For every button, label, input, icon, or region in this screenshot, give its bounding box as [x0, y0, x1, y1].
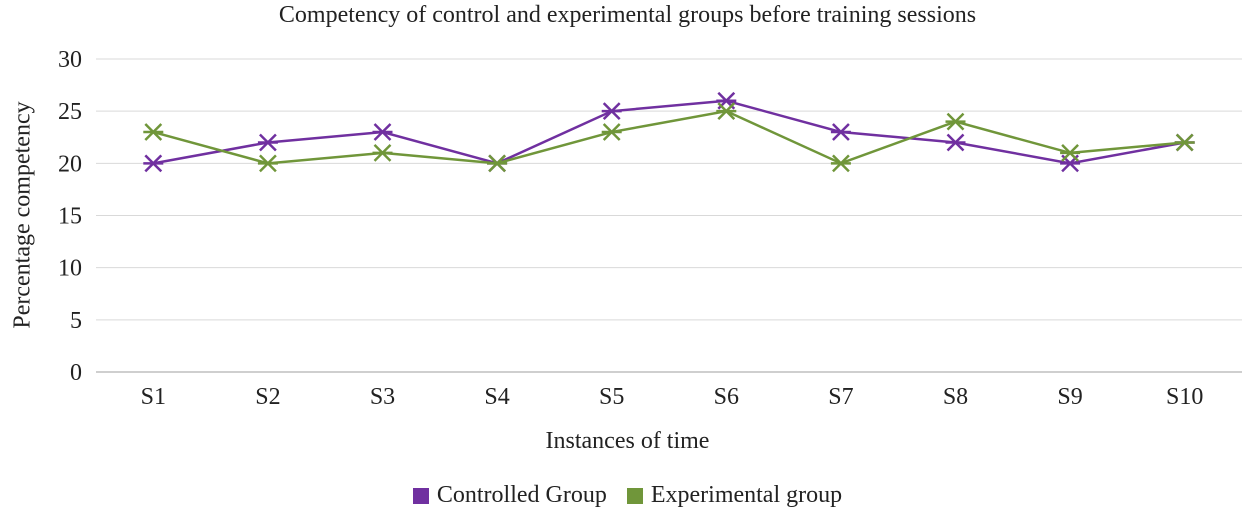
x-tick-label: S9	[1057, 384, 1082, 410]
legend-swatch-experimental	[626, 487, 643, 504]
series-lines	[143, 91, 1195, 173]
y-axis-label: Percentage competency	[9, 101, 36, 329]
x-tick-label: S2	[255, 384, 280, 410]
data-point	[143, 154, 164, 173]
y-tick-label: 20	[58, 151, 82, 177]
y-tick-label: 30	[58, 47, 82, 73]
legend-item-experimental: Experimental group	[626, 482, 843, 509]
y-tick-label: 10	[58, 256, 82, 282]
data-point	[372, 144, 393, 162]
x-tick-label: S3	[370, 384, 395, 410]
series-line	[153, 99, 1185, 165]
series-1	[143, 102, 1195, 173]
y-tick-label: 15	[58, 204, 82, 230]
legend-item-controlled: Controlled Group	[412, 482, 607, 509]
data-point	[257, 154, 278, 173]
data-point	[830, 154, 851, 173]
series-line	[152, 109, 1185, 165]
data-point	[257, 133, 278, 152]
y-tick-label: 25	[58, 99, 82, 125]
chart-title: Competency of control and experimental g…	[278, 2, 977, 28]
data-point	[1174, 133, 1195, 152]
y-tick-label: 5	[70, 308, 82, 334]
legend-swatch-controlled	[412, 487, 429, 504]
x-tick-label: S1	[141, 384, 166, 410]
x-tick-label: S10	[1166, 384, 1203, 410]
gridlines	[96, 58, 1242, 321]
data-point	[716, 91, 737, 110]
x-tick-label: S7	[828, 384, 853, 410]
legend-label-controlled: Controlled Group	[436, 482, 607, 508]
data-point	[143, 123, 164, 141]
x-tick-labels: S1 S2 S3 S4 S5 S6 S7 S8 S9 S10	[141, 384, 1204, 410]
data-point	[945, 112, 966, 131]
x-tick-label: S6	[714, 384, 739, 410]
data-point	[601, 102, 622, 121]
data-point	[945, 133, 966, 152]
x-tick-label: S5	[599, 384, 624, 410]
data-point	[601, 123, 622, 141]
legend: Controlled Group Experimental group	[0, 482, 1255, 509]
data-point	[487, 154, 508, 173]
x-axis-label: Instances of time	[545, 428, 710, 454]
y-tick-labels: 0 5 10 15 20 25 30	[58, 47, 82, 386]
data-point	[1060, 144, 1081, 162]
y-tick-label: 0	[70, 360, 82, 386]
x-tick-label: S8	[943, 384, 968, 410]
legend-label-experimental: Experimental group	[650, 482, 843, 508]
x-tick-label: S4	[484, 384, 509, 410]
data-point	[830, 123, 851, 141]
data-point	[372, 123, 393, 141]
data-point	[716, 102, 737, 121]
data-point	[1060, 154, 1081, 173]
